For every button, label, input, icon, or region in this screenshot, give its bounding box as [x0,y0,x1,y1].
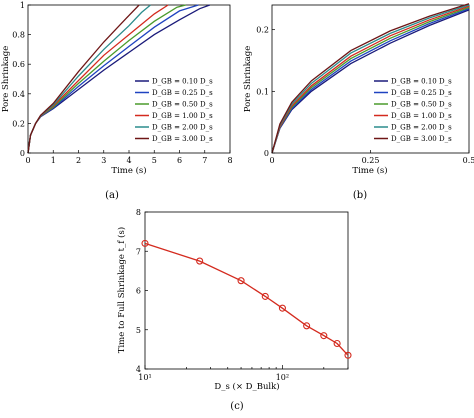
panel-b-xticks: 0 0.25 0.5 [269,150,474,165]
data-point [196,257,204,265]
x-tick-label: 7 [202,156,207,165]
x-tick-label: 1 [51,156,56,165]
panel-a: 0 1 2 3 4 5 6 7 8 0 0.2 0.4 0.6 0.8 1 Time (s) Pore S… [1,1,233,201]
x-tick-label: 2 [76,156,81,165]
legend-label-4: D_GB = 2.00 D_s [391,124,452,132]
y-tick-label: 0.2 [256,26,269,35]
data-point [303,322,311,330]
panel-b-caption: (b) [353,190,367,201]
panel-b-frame [271,4,470,154]
legend-label-3: D_GB = 1.00 D_s [152,112,213,120]
legend-label-0: D_GB = 0.10 D_s [152,78,213,86]
panel-b: 0 0.25 0.5 0 0.1 0.2 Time (s) Pore Shrinkage… [243,3,474,201]
x-tick-label: 0.5 [463,156,474,165]
y-tick-label: 0.2 [12,119,25,128]
y-tick-label: 4 [136,365,141,374]
panel-c: 10¹ 10² 4 5 6 7 8 D_s (× D_Bulk) Time to Full… [116,208,352,412]
series-line-5 [27,4,140,154]
legend-label-4: D_GB = 2.00 D_s [152,124,213,132]
y-tick-label: 5 [136,326,141,335]
panel-b-yticks: 0 0.1 0.2 [256,26,275,158]
data-point [237,277,245,285]
panel-a-ylabel: Pore Shrinkage [1,46,11,113]
panel-b-ylabel: Pore Shrinkage [243,46,253,113]
y-tick-label: 0.6 [12,60,25,69]
legend-label-1: D_GB = 0.25 D_s [391,89,452,97]
legend-label-5: D_GB = 3.00 D_s [152,135,213,143]
series-line-5 [271,3,470,154]
legend-label-3: D_GB = 1.00 D_s [391,112,452,120]
data-point [278,304,286,312]
y-tick-label: 6 [136,287,141,296]
x-tick-label: 0.25 [362,156,380,165]
legend-label-1: D_GB = 0.25 D_s [152,89,213,97]
panel-b-legend: D_GB = 0.10 D_s D_GB = 0.25 D_s D_GB = 0.5… [374,78,452,143]
panel-a-legend: D_GB = 0.10 D_s D_GB = 0.25 D_s D_GB = 0.5… [135,78,213,143]
data-point [333,339,341,348]
x-tick-label: 0 [25,156,30,165]
y-tick-label: 0 [20,149,25,158]
y-tick-label: 0 [264,149,269,158]
panel-a-lines [27,4,211,154]
legend-label-0: D_GB = 0.10 D_s [391,78,452,86]
panel-c-xlabel: D_s (× D_Bulk) [214,381,279,392]
panel-a-xticks: 0 1 2 3 4 5 6 7 8 [25,150,233,165]
panel-c-line [141,239,352,359]
series-line-4 [271,4,470,154]
panel-c-frame [144,211,349,370]
panel-b-xlabel: Time (s) [352,165,387,176]
y-tick-label: 1 [20,1,25,10]
x-tick-label: 0 [269,156,274,165]
panel-c-yticks: 4 5 6 7 8 [136,208,148,374]
y-tick-label: 0.1 [256,87,269,96]
x-tick-label: 4 [126,156,131,165]
legend-label-5: D_GB = 3.00 D_s [391,135,452,143]
x-tick-label: 3 [101,156,106,165]
x-tick-label: 8 [227,156,232,165]
data-point [261,292,269,300]
x-tick-label: 6 [177,156,182,165]
data-point [141,239,149,247]
panel-a-xlabel: Time (s) [111,165,146,176]
y-tick-label: 7 [136,247,141,256]
x-tick-label: 10¹ [138,373,151,382]
x-tick-label: 5 [152,156,157,165]
panel-c-caption: (c) [230,401,244,412]
panel-b-lines [271,3,470,154]
data-point [344,351,352,359]
panel-a-yticks: 0 0.2 0.4 0.6 0.8 1 [12,1,31,158]
x-tick-label: 10² [276,373,289,382]
panel-a-caption: (a) [105,190,119,201]
data-point [320,332,328,340]
y-tick-label: 0.4 [12,90,25,99]
panel-a-frame [27,4,231,154]
y-tick-label: 0.8 [12,31,25,40]
y-tick-label: 8 [136,208,141,217]
panel-c-ylabel: Time to Full Shrinkage t_f (s) [116,227,127,353]
series-line [144,242,349,356]
legend-label-2: D_GB = 0.50 D_s [152,101,213,109]
legend-label-2: D_GB = 0.50 D_s [391,101,452,109]
panel-c-xticks: 10¹ 10² [138,365,349,382]
